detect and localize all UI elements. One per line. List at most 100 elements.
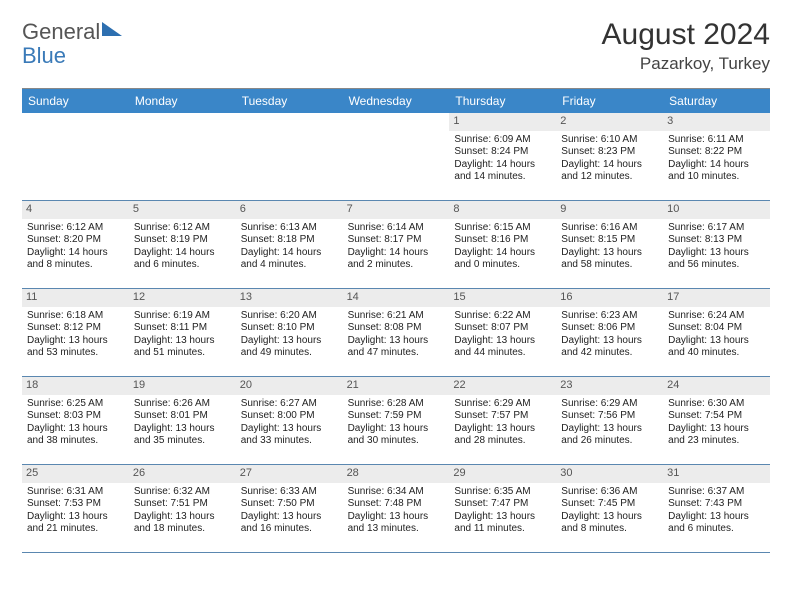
weekday-label: Wednesday <box>343 89 450 113</box>
day-info: Sunrise: 6:12 AMSunset: 8:19 PMDaylight:… <box>133 222 232 272</box>
header: General Blue August 2024 Pazarkoy, Turke… <box>22 18 770 74</box>
calendar-cell: 8 Sunrise: 6:15 AMSunset: 8:16 PMDaylight… <box>449 201 556 289</box>
day-number: 12 <box>129 289 236 307</box>
calendar-cell: 20 Sunrise: 6:27 AMSunset: 8:00 PMDayligh… <box>236 377 343 465</box>
day-info: Sunrise: 6:12 AMSunset: 8:20 PMDaylight:… <box>26 222 125 272</box>
day-info: Sunrise: 6:33 AMSunset: 7:50 PMDaylight:… <box>240 486 339 536</box>
calendar-cell: 12 Sunrise: 6:19 AMSunset: 8:11 PMDayligh… <box>129 289 236 377</box>
calendar-grid: 1 Sunrise: 6:09 AMSunset: 8:24 PMDaylight… <box>22 113 770 553</box>
calendar-cell: 24 Sunrise: 6:30 AMSunset: 7:54 PMDayligh… <box>663 377 770 465</box>
day-number: 1 <box>449 113 556 131</box>
day-info: Sunrise: 6:29 AMSunset: 7:56 PMDaylight:… <box>560 398 659 448</box>
calendar-cell: 11 Sunrise: 6:18 AMSunset: 8:12 PMDayligh… <box>22 289 129 377</box>
day-info: Sunrise: 6:31 AMSunset: 7:53 PMDaylight:… <box>26 486 125 536</box>
day-info: Sunrise: 6:18 AMSunset: 8:12 PMDaylight:… <box>26 310 125 360</box>
day-number: 26 <box>129 465 236 483</box>
day-info: Sunrise: 6:17 AMSunset: 8:13 PMDaylight:… <box>667 222 766 272</box>
day-info: Sunrise: 6:29 AMSunset: 7:57 PMDaylight:… <box>453 398 552 448</box>
calendar: SundayMondayTuesdayWednesdayThursdayFrid… <box>22 88 770 553</box>
calendar-cell: 18 Sunrise: 6:25 AMSunset: 8:03 PMDayligh… <box>22 377 129 465</box>
calendar-cell: 13 Sunrise: 6:20 AMSunset: 8:10 PMDayligh… <box>236 289 343 377</box>
calendar-cell: 30 Sunrise: 6:36 AMSunset: 7:45 PMDayligh… <box>556 465 663 553</box>
calendar-cell: 6 Sunrise: 6:13 AMSunset: 8:18 PMDaylight… <box>236 201 343 289</box>
calendar-cell-empty <box>129 113 236 201</box>
day-info: Sunrise: 6:21 AMSunset: 8:08 PMDaylight:… <box>347 310 446 360</box>
calendar-cell: 10 Sunrise: 6:17 AMSunset: 8:13 PMDayligh… <box>663 201 770 289</box>
day-number: 20 <box>236 377 343 395</box>
day-info: Sunrise: 6:15 AMSunset: 8:16 PMDaylight:… <box>453 222 552 272</box>
day-info: Sunrise: 6:26 AMSunset: 8:01 PMDaylight:… <box>133 398 232 448</box>
day-number: 31 <box>663 465 770 483</box>
day-number: 25 <box>22 465 129 483</box>
calendar-cell: 21 Sunrise: 6:28 AMSunset: 7:59 PMDayligh… <box>343 377 450 465</box>
day-number: 8 <box>449 201 556 219</box>
day-number: 2 <box>556 113 663 131</box>
calendar-cell: 2 Sunrise: 6:10 AMSunset: 8:23 PMDaylight… <box>556 113 663 201</box>
day-number: 5 <box>129 201 236 219</box>
day-number: 16 <box>556 289 663 307</box>
day-info: Sunrise: 6:25 AMSunset: 8:03 PMDaylight:… <box>26 398 125 448</box>
calendar-cell: 17Sunrise: 6:24 AMSunset: 8:04 PMDayligh… <box>663 289 770 377</box>
day-info: Sunrise: 6:36 AMSunset: 7:45 PMDaylight:… <box>560 486 659 536</box>
calendar-cell: 14 Sunrise: 6:21 AMSunset: 8:08 PMDayligh… <box>343 289 450 377</box>
logo-text: General Blue <box>22 22 122 67</box>
day-number: 19 <box>129 377 236 395</box>
day-info: Sunrise: 6:19 AMSunset: 8:11 PMDaylight:… <box>133 310 232 360</box>
day-number: 4 <box>22 201 129 219</box>
day-number: 28 <box>343 465 450 483</box>
day-info: Sunrise: 6:20 AMSunset: 8:10 PMDaylight:… <box>240 310 339 360</box>
day-info: Sunrise: 6:34 AMSunset: 7:48 PMDaylight:… <box>347 486 446 536</box>
day-number: 22 <box>449 377 556 395</box>
calendar-cell: 1 Sunrise: 6:09 AMSunset: 8:24 PMDaylight… <box>449 113 556 201</box>
day-number: 11 <box>22 289 129 307</box>
day-info: Sunrise: 6:28 AMSunset: 7:59 PMDaylight:… <box>347 398 446 448</box>
calendar-cell: 9 Sunrise: 6:16 AMSunset: 8:15 PMDaylight… <box>556 201 663 289</box>
day-number: 14 <box>343 289 450 307</box>
calendar-cell: 7Sunrise: 6:14 AMSunset: 8:17 PMDaylight… <box>343 201 450 289</box>
weekday-label: Monday <box>129 89 236 113</box>
day-number: 15 <box>449 289 556 307</box>
weekday-label: Thursday <box>449 89 556 113</box>
page-title: August 2024 <box>602 18 770 52</box>
calendar-cell: 28 Sunrise: 6:34 AMSunset: 7:48 PMDayligh… <box>343 465 450 553</box>
calendar-cell: 3Sunrise: 6:11 AMSunset: 8:22 PMDaylight… <box>663 113 770 201</box>
calendar-cell: 19 Sunrise: 6:26 AMSunset: 8:01 PMDayligh… <box>129 377 236 465</box>
title-block: August 2024 Pazarkoy, Turkey <box>602 18 770 74</box>
calendar-cell: 16Sunrise: 6:23 AMSunset: 8:06 PMDayligh… <box>556 289 663 377</box>
calendar-cell: 15 Sunrise: 6:22 AMSunset: 8:07 PMDayligh… <box>449 289 556 377</box>
calendar-cell-empty <box>343 113 450 201</box>
day-info: Sunrise: 6:30 AMSunset: 7:54 PMDaylight:… <box>667 398 766 448</box>
day-info: Sunrise: 6:37 AMSunset: 7:43 PMDaylight:… <box>667 486 766 536</box>
day-info: Sunrise: 6:14 AMSunset: 8:17 PMDaylight:… <box>347 222 446 272</box>
day-info: Sunrise: 6:10 AMSunset: 8:23 PMDaylight:… <box>560 134 659 184</box>
day-number: 18 <box>22 377 129 395</box>
day-number: 29 <box>449 465 556 483</box>
day-number: 24 <box>663 377 770 395</box>
day-info: Sunrise: 6:22 AMSunset: 8:07 PMDaylight:… <box>453 310 552 360</box>
weekday-header: SundayMondayTuesdayWednesdayThursdayFrid… <box>22 89 770 113</box>
day-number: 9 <box>556 201 663 219</box>
day-number: 10 <box>663 201 770 219</box>
calendar-cell: 29Sunrise: 6:35 AMSunset: 7:47 PMDayligh… <box>449 465 556 553</box>
day-info: Sunrise: 6:13 AMSunset: 8:18 PMDaylight:… <box>240 222 339 272</box>
calendar-cell: 31 Sunrise: 6:37 AMSunset: 7:43 PMDayligh… <box>663 465 770 553</box>
day-number: 30 <box>556 465 663 483</box>
calendar-cell: 26 Sunrise: 6:32 AMSunset: 7:51 PMDayligh… <box>129 465 236 553</box>
day-number: 13 <box>236 289 343 307</box>
weekday-label: Saturday <box>663 89 770 113</box>
location: Pazarkoy, Turkey <box>602 54 770 74</box>
day-number: 21 <box>343 377 450 395</box>
calendar-cell: 22 Sunrise: 6:29 AMSunset: 7:57 PMDayligh… <box>449 377 556 465</box>
logo-line2: Blue <box>22 43 66 68</box>
day-info: Sunrise: 6:32 AMSunset: 7:51 PMDaylight:… <box>133 486 232 536</box>
day-number: 27 <box>236 465 343 483</box>
calendar-cell: 4 Sunrise: 6:12 AMSunset: 8:20 PMDaylight… <box>22 201 129 289</box>
logo-triangle-icon <box>102 22 122 36</box>
day-info: Sunrise: 6:27 AMSunset: 8:00 PMDaylight:… <box>240 398 339 448</box>
day-number: 6 <box>236 201 343 219</box>
weekday-label: Friday <box>556 89 663 113</box>
day-info: Sunrise: 6:09 AMSunset: 8:24 PMDaylight:… <box>453 134 552 184</box>
day-info: Sunrise: 6:16 AMSunset: 8:15 PMDaylight:… <box>560 222 659 272</box>
day-number: 3 <box>663 113 770 131</box>
day-number: 23 <box>556 377 663 395</box>
